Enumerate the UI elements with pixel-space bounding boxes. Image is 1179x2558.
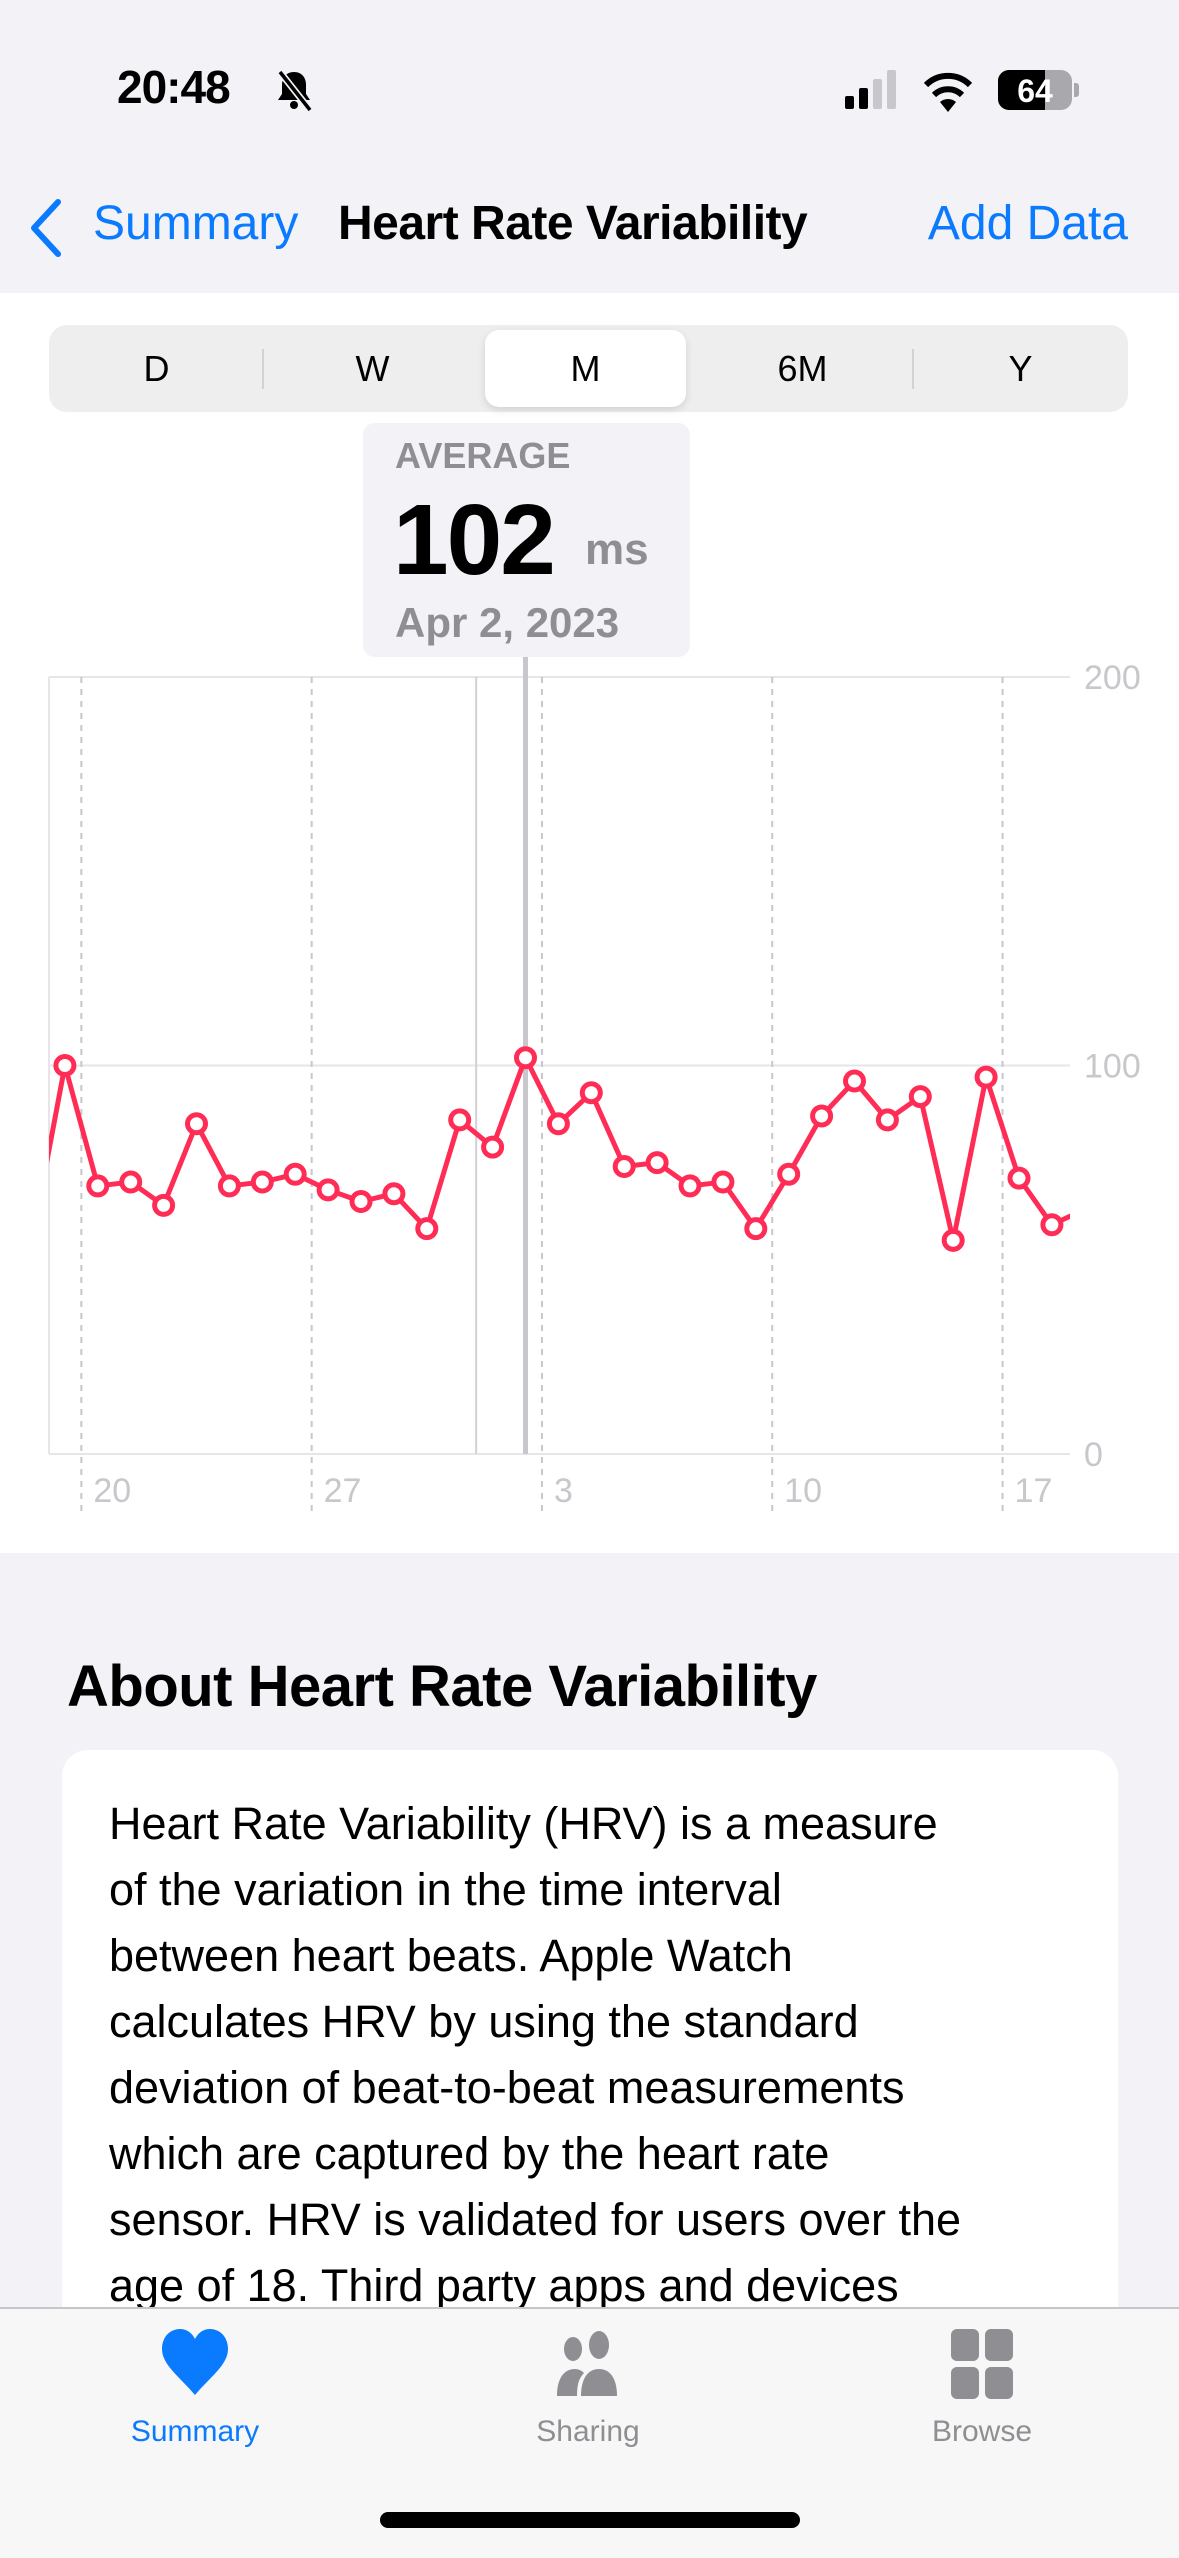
series-line	[49, 1055, 1070, 1243]
tab-browse[interactable]: Browse	[832, 2309, 1132, 2489]
chevron-left-icon[interactable]	[26, 196, 66, 260]
data-point[interactable]	[152, 1193, 176, 1217]
data-point[interactable]	[86, 1174, 110, 1198]
battery-icon: 64	[998, 70, 1072, 110]
page-title: Heart Rate Variability	[338, 197, 808, 250]
data-point[interactable]	[53, 1054, 77, 1077]
callout-label: AVERAGE	[395, 435, 571, 476]
data-point[interactable]	[283, 1162, 307, 1186]
tab-sharing[interactable]: Sharing	[438, 2309, 738, 2489]
segment-day[interactable]: D	[143, 348, 170, 389]
hrv-line-chart[interactable]: 200 100 0 20 27 3 10 17	[0, 0, 1179, 1553]
about-text-line: Heart Rate Variability (HRV) is a measur…	[109, 1798, 938, 1849]
signal-icon	[845, 70, 896, 109]
x-tick-label: 10	[784, 1472, 822, 1510]
data-point[interactable]	[349, 1189, 373, 1213]
battery-tip	[1074, 83, 1079, 97]
data-point[interactable]	[711, 1170, 735, 1194]
x-tick-label: 20	[93, 1472, 131, 1510]
y-tick-label: 100	[1084, 1048, 1141, 1086]
data-point[interactable]	[612, 1155, 636, 1179]
data-point[interactable]	[481, 1135, 505, 1159]
data-point[interactable]	[1040, 1213, 1064, 1237]
segment-year[interactable]: Y	[1008, 348, 1033, 389]
x-tick-label: 3	[554, 1472, 573, 1510]
heart-icon	[162, 2329, 228, 2395]
selected-segment-indicator	[485, 330, 686, 407]
about-text-line: deviation of beat-to-beat measurements	[109, 2062, 905, 2113]
data-point[interactable]	[941, 1228, 965, 1252]
data-point[interactable]	[250, 1170, 274, 1194]
average-callout: AVERAGE 102 ms Apr 2, 2023	[363, 423, 690, 657]
data-point[interactable]	[579, 1081, 603, 1105]
tab-label: Browse	[931, 2415, 1033, 2448]
tab-summary[interactable]: Summary	[45, 2309, 345, 2489]
x-tick-label: 17	[1015, 1472, 1053, 1510]
data-point[interactable]	[316, 1178, 340, 1202]
people-icon	[557, 2331, 617, 2396]
tab-label: Sharing	[536, 2415, 640, 2448]
data-point[interactable]	[875, 1108, 899, 1132]
data-point[interactable]	[119, 1170, 143, 1194]
data-point[interactable]	[810, 1104, 834, 1128]
wifi-icon	[923, 72, 973, 112]
callout-date: Apr 2, 2023	[395, 599, 620, 646]
data-point[interactable]	[908, 1085, 932, 1109]
segment-divider	[262, 349, 264, 389]
series-group	[49, 1046, 1070, 1252]
segment-week[interactable]: W	[355, 348, 390, 389]
data-point[interactable]	[744, 1217, 768, 1241]
data-point[interactable]	[843, 1069, 866, 1093]
add-data-button[interactable]: Add Data	[927, 197, 1128, 250]
about-text-line: sensor. HRV is validated for users over …	[109, 2194, 962, 2245]
data-point[interactable]	[974, 1065, 998, 1089]
data-point[interactable]	[1007, 1166, 1031, 1190]
segment-6-months[interactable]: 6M	[777, 348, 828, 389]
y-tick-label: 200	[1084, 659, 1141, 697]
battery-level: 64	[1017, 73, 1053, 109]
data-point[interactable]	[546, 1112, 570, 1136]
about-text-line: of the variation in the time interval	[109, 1864, 782, 1915]
tab-label: Summary	[130, 2415, 260, 2448]
callout-unit: ms	[585, 525, 649, 574]
x-tick-label: 27	[324, 1472, 362, 1510]
callout-value: 102	[393, 484, 556, 596]
back-button[interactable]: Summary	[93, 197, 299, 250]
status-time: 20:48	[117, 61, 231, 113]
segment-divider	[912, 349, 914, 389]
y-tick-label: 0	[1084, 1436, 1103, 1474]
about-text-line: calculates HRV by using the standard	[109, 1996, 859, 2047]
data-point[interactable]	[514, 1046, 537, 1070]
data-point[interactable]	[185, 1112, 208, 1136]
segment-month[interactable]: M	[570, 348, 601, 389]
data-point[interactable]	[415, 1217, 439, 1241]
data-point[interactable]	[382, 1182, 406, 1206]
data-point[interactable]	[217, 1174, 241, 1198]
about-text-line: which are captured by the heart rate	[109, 2128, 830, 2179]
time-range-segmented-control: D W M 6M Y	[49, 325, 1128, 412]
bell-slash-icon	[277, 69, 313, 112]
data-point[interactable]	[777, 1162, 801, 1186]
data-point[interactable]	[645, 1151, 669, 1175]
about-text-line: age of 18. Third party apps and devices	[109, 2260, 899, 2311]
about-text-line: between heart beats. Apple Watch	[109, 1930, 793, 1981]
about-heading: About Heart Rate Variability	[67, 1654, 817, 1719]
data-point[interactable]	[448, 1108, 472, 1132]
grid-icon	[951, 2329, 1013, 2399]
data-point[interactable]	[678, 1174, 702, 1198]
home-indicator[interactable]	[380, 2512, 800, 2528]
